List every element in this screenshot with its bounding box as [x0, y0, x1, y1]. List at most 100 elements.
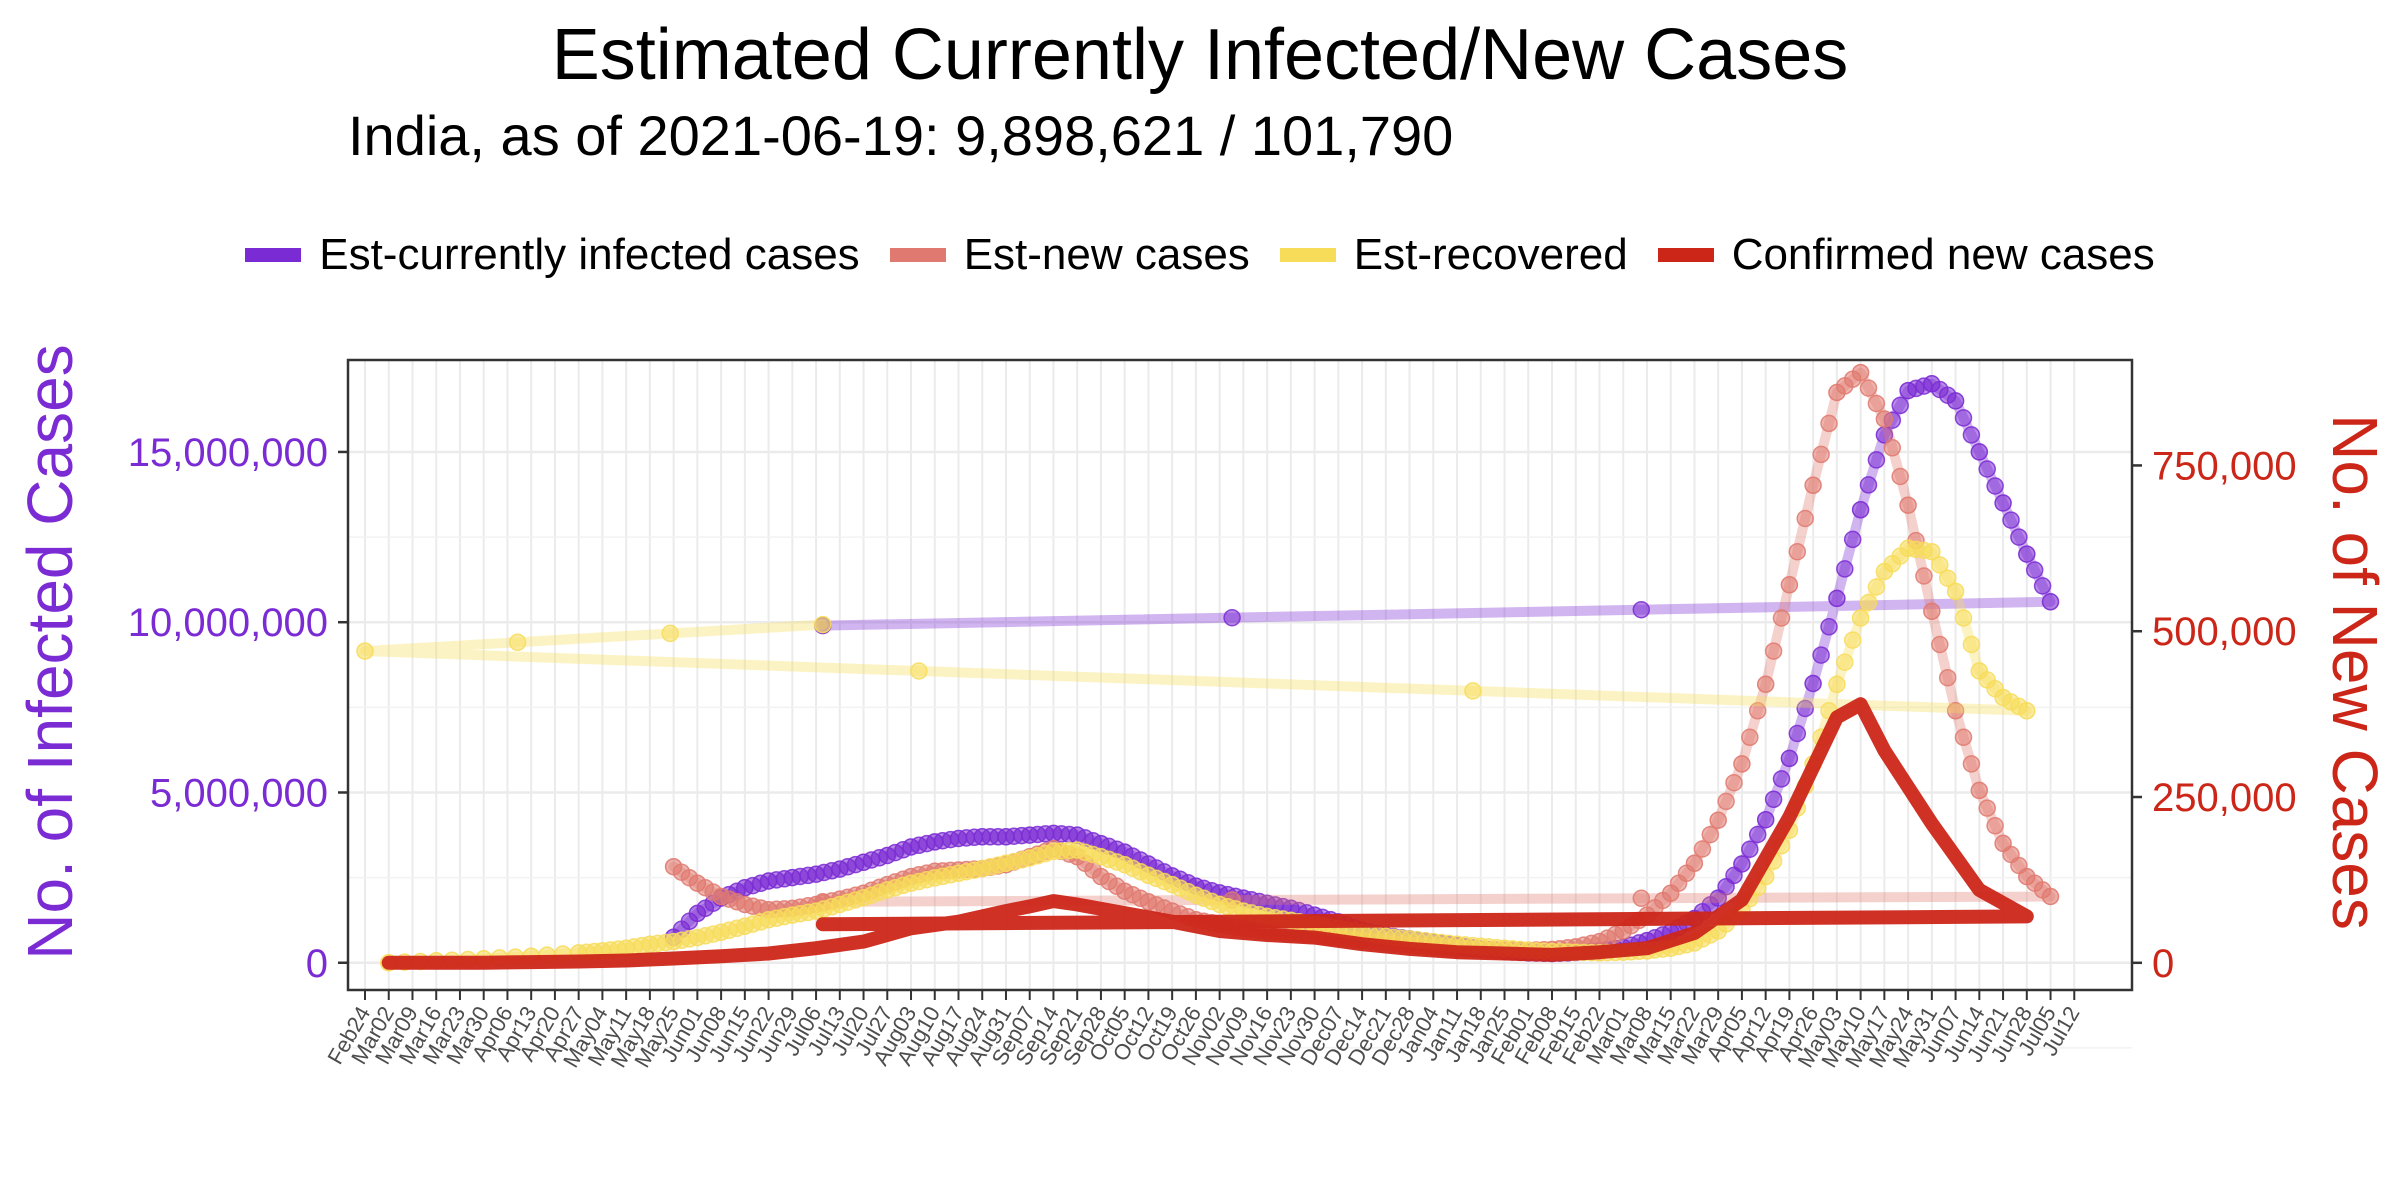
y-tick-label-right: 0 — [2152, 942, 2174, 986]
data-point-2 — [356, 642, 374, 660]
legend: Est-currently infected cases Est-new cas… — [0, 220, 2400, 290]
legend-item-infected: Est-currently infected cases — [245, 230, 860, 280]
data-point-1 — [1946, 702, 1965, 720]
data-point-0 — [1978, 460, 1996, 478]
data-point-0 — [1994, 494, 2012, 512]
data-point-0 — [1843, 530, 1862, 549]
data-point-1 — [1851, 363, 1870, 382]
data-point-1 — [1986, 817, 2004, 835]
data-point-2 — [1931, 556, 1949, 574]
data-point-1 — [1923, 602, 1941, 621]
legend-item-confirmed: Confirmed new cases — [1657, 230, 2155, 280]
data-point-2 — [1464, 682, 1482, 700]
data-point-1 — [1764, 642, 1783, 660]
data-point-1 — [1725, 773, 1743, 792]
data-point-1 — [1859, 379, 1878, 397]
legend-swatch-new — [889, 248, 946, 262]
data-point-0 — [1954, 409, 1973, 427]
data-point-1 — [1733, 755, 1751, 773]
data-point-1 — [1812, 445, 1830, 464]
data-point-0 — [1891, 396, 1909, 415]
data-point-1 — [1741, 728, 1759, 747]
y-tick-label-left: 5,000,000 — [150, 771, 328, 815]
data-point-0 — [1780, 749, 1799, 768]
data-point-0 — [2002, 511, 2020, 529]
data-point-1 — [1717, 792, 1735, 811]
data-point-1 — [1954, 728, 1973, 747]
data-point-1 — [1962, 755, 1981, 773]
data-point-1 — [1804, 476, 1822, 495]
data-point-0 — [1748, 825, 1767, 844]
data-point-2 — [1923, 542, 1941, 561]
legend-label-confirmed: Confirmed new cases — [1731, 230, 2155, 279]
data-point-0 — [1867, 451, 1886, 469]
data-point-1 — [1891, 467, 1909, 486]
data-point-0 — [1764, 790, 1783, 809]
data-point-0 — [2041, 593, 2060, 611]
data-point-1 — [1632, 889, 1651, 908]
data-point-0 — [1986, 477, 2004, 495]
data-point-2 — [1962, 635, 1981, 654]
data-point-0 — [1741, 840, 1759, 858]
data-point-1 — [1756, 675, 1775, 694]
data-point-1 — [1938, 668, 1957, 687]
data-point-0 — [1796, 699, 1814, 718]
data-point-1 — [1931, 635, 1949, 654]
data-point-0 — [1804, 674, 1822, 693]
legend-item-recovered: Est-recovered — [1279, 230, 1628, 280]
data-point-2 — [1851, 609, 1870, 627]
data-point-1 — [1875, 410, 1894, 428]
data-point-0 — [2033, 577, 2052, 595]
data-point-1 — [1772, 609, 1791, 627]
data-point-2 — [1867, 578, 1886, 596]
data-point-0 — [1836, 560, 1854, 578]
data-point-2 — [2018, 702, 2036, 720]
data-point-0 — [1733, 855, 1751, 873]
legend-label-recovered: Est-recovered — [1353, 230, 1628, 279]
chart-subtitle: India, as of 2021-06-19: 9,898,621 / 101… — [348, 104, 1454, 167]
data-point-1 — [1693, 840, 1712, 858]
data-point-0 — [1820, 618, 1838, 636]
data-point-1 — [2041, 887, 2060, 906]
data-point-2 — [1843, 631, 1862, 649]
data-point-2 — [1946, 582, 1965, 601]
y-tick-label-left: 10,000,000 — [128, 601, 328, 645]
data-point-0 — [1772, 770, 1791, 788]
legend-label-new: Est-new cases — [963, 230, 1250, 279]
data-point-0 — [1962, 426, 1981, 444]
data-point-2 — [910, 662, 928, 680]
series-group — [356, 363, 2060, 972]
y-axis-left-label: No. of Infected Cases — [14, 344, 86, 960]
data-point-2 — [1954, 609, 1973, 627]
y-tick-label-left: 0 — [306, 942, 328, 986]
y-axis-right-label: No. of New Cases — [2319, 414, 2391, 930]
data-point-1 — [1867, 394, 1886, 413]
y-tick-label-right: 750,000 — [2152, 444, 2297, 488]
data-point-0 — [1851, 501, 1870, 519]
data-point-0 — [1828, 589, 1846, 608]
data-point-2 — [1938, 569, 1957, 587]
data-point-2 — [661, 624, 679, 643]
data-point-0 — [1223, 608, 1241, 627]
data-point-2 — [1828, 675, 1846, 694]
legend-swatch-recovered — [1279, 248, 1336, 262]
y-tick-label-right: 250,000 — [2152, 776, 2297, 820]
series-line-confirmed — [381, 697, 2034, 970]
chart-title: Estimated Currently Infected/New Cases — [551, 15, 1849, 95]
data-point-1 — [1748, 702, 1767, 720]
data-point-2 — [1836, 653, 1854, 671]
data-point-1 — [1796, 509, 1814, 528]
legend-swatch-infected — [245, 248, 302, 262]
data-point-0 — [2025, 561, 2044, 579]
plot-panel — [348, 360, 2132, 990]
data-point-1 — [1788, 542, 1807, 561]
data-point-0 — [2010, 528, 2028, 546]
data-point-1 — [1899, 496, 1917, 514]
data-point-1 — [1709, 811, 1727, 829]
legend-label-infected: Est-currently infected cases — [319, 230, 860, 279]
data-point-2 — [1859, 593, 1878, 612]
data-point-0 — [1812, 646, 1830, 664]
data-point-1 — [1978, 799, 1996, 817]
data-point-1 — [1685, 854, 1704, 873]
